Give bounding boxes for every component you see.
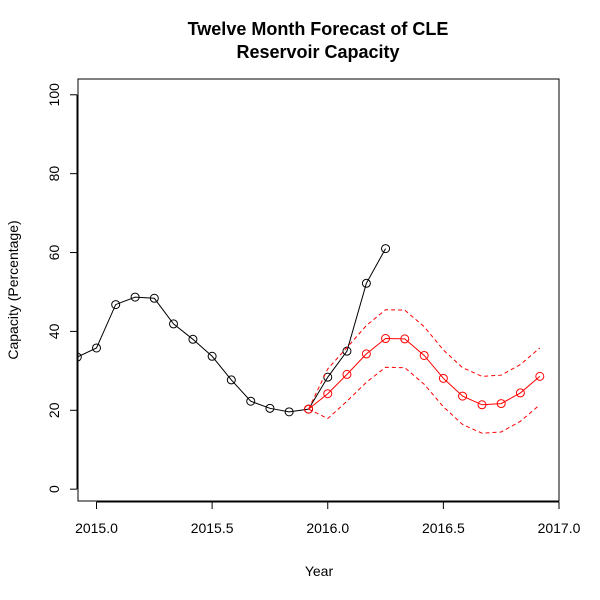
series-line-0 — [78, 248, 386, 413]
y-tick-label: 40 — [46, 323, 62, 339]
series-0-point — [92, 343, 101, 353]
series-line-2 — [308, 309, 541, 410]
plot-area: 2015.0 2015.5 2016.0 2016.5 2017.0 0 20 40 60 80 1… — [46, 83, 581, 536]
x-tick-label: 2016.0 — [306, 520, 349, 536]
series-0-point — [130, 292, 140, 302]
series-1-point — [381, 334, 391, 344]
x-axis-label: Year — [305, 563, 334, 579]
y-tick-label: 0 — [46, 485, 62, 493]
series-1-point — [342, 369, 352, 379]
series-1-point — [458, 391, 468, 401]
y-axis-label: Capacity (Percentage) — [5, 220, 21, 359]
series-1-point — [400, 334, 410, 344]
series-1-point — [304, 404, 314, 414]
series-1-point — [361, 349, 371, 359]
series-line-3 — [308, 366, 541, 434]
series-1-point — [496, 399, 506, 409]
series-1-point — [419, 350, 429, 360]
series-0-point — [265, 403, 275, 413]
series-0-point — [111, 300, 121, 310]
series-layer — [78, 244, 545, 434]
y-tick-label: 60 — [46, 245, 62, 261]
y-tick-label: 80 — [46, 166, 62, 182]
series-1-point — [535, 371, 545, 381]
y-tick-label: 20 — [46, 402, 62, 418]
series-0-point — [149, 293, 159, 303]
series-0-point — [381, 244, 391, 254]
series-1-point — [323, 389, 333, 399]
x-tick-label: 2015.5 — [191, 520, 234, 536]
series-0-point — [207, 351, 217, 361]
series-0-point — [78, 352, 82, 362]
x-tick-label: 2015.0 — [75, 520, 118, 536]
x-tick-label: 2016.5 — [422, 520, 465, 536]
series-0-point — [284, 407, 294, 417]
series-0-point — [226, 375, 236, 385]
series-1-point — [477, 400, 487, 410]
chart-title-line-2: Reservoir Capacity — [236, 42, 399, 62]
chart-title-line-1: Twelve Month Forecast of CLE — [188, 19, 449, 39]
series-1-point — [515, 388, 525, 398]
plot-frame — [77, 78, 560, 502]
series-0-point — [246, 396, 256, 406]
series-0-point — [169, 319, 179, 329]
x-tick-label: 2017.0 — [538, 520, 581, 536]
series-1-point — [438, 373, 448, 383]
series-0-point — [361, 278, 371, 288]
y-tick-label: 100 — [46, 83, 62, 107]
series-line-1 — [308, 338, 541, 410]
series-0-point — [188, 334, 198, 344]
